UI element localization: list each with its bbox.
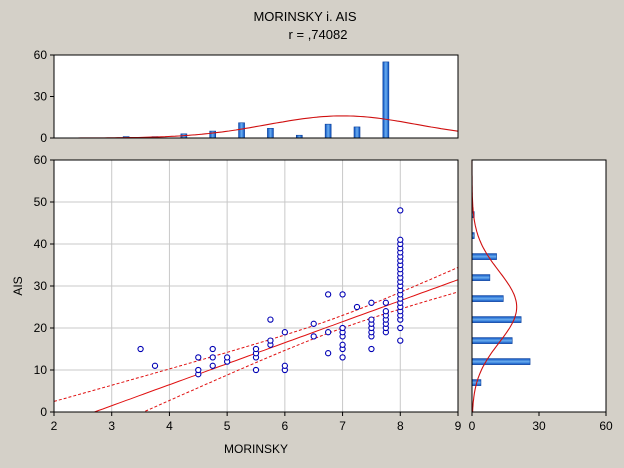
top-histogram-bar xyxy=(267,128,274,139)
top-histogram-plot-area xyxy=(54,55,458,138)
scatter-point xyxy=(368,299,375,306)
scatter-point xyxy=(281,329,289,336)
top-histogram-bar xyxy=(209,130,217,139)
top-histogram-bar xyxy=(238,122,245,139)
scatter-point xyxy=(151,362,159,369)
right-histogram-plot-area xyxy=(472,160,606,412)
y-tick-label: 20 xyxy=(34,321,48,335)
y-tick-label: 0 xyxy=(40,405,47,419)
y-tick-label: 40 xyxy=(34,237,48,251)
scatter-point xyxy=(382,308,390,315)
right-hist-x-tick-label: 30 xyxy=(532,419,546,433)
scatter-point xyxy=(324,329,332,336)
right-normal-curve xyxy=(471,160,518,413)
scatter-point xyxy=(339,341,346,348)
scatter-point xyxy=(339,354,346,361)
scatter-point xyxy=(252,345,260,353)
scatter-point xyxy=(368,316,375,323)
chart-subtitle: r = ,74082 xyxy=(289,27,348,42)
right-histogram-bar xyxy=(471,295,504,302)
scatter-point xyxy=(397,324,404,332)
scatter-point xyxy=(281,362,289,369)
scatter-point xyxy=(310,320,317,327)
scatter-point xyxy=(195,354,202,361)
right-histogram-bar xyxy=(471,253,497,260)
y-tick-label: 10 xyxy=(34,363,48,377)
confidence-band-upper xyxy=(54,266,458,402)
y-tick-label: 30 xyxy=(34,279,48,293)
x-tick-label: 4 xyxy=(166,419,173,433)
scatter-point xyxy=(397,207,404,214)
scatter-point xyxy=(368,345,375,353)
x-tick-label: 3 xyxy=(108,419,115,433)
y-axis-label: AIS xyxy=(11,276,25,295)
scatter-point xyxy=(324,291,332,298)
scatter-point xyxy=(252,366,260,374)
top-histogram-bar xyxy=(353,126,361,139)
right-hist-x-tick-label: 60 xyxy=(599,419,613,433)
right-hist-x-tick-label: 0 xyxy=(469,419,476,433)
scatter-points xyxy=(137,207,404,378)
scatter-point xyxy=(209,362,216,369)
right-histogram-bar xyxy=(471,337,513,344)
x-tick-label: 2 xyxy=(51,419,58,433)
confidence-band-lower xyxy=(142,291,458,412)
top-histogram-bar xyxy=(382,61,390,139)
scatter-point xyxy=(195,366,202,374)
x-tick-label: 9 xyxy=(455,419,462,433)
scatter-point xyxy=(137,345,144,353)
y-tick-label: 50 xyxy=(34,195,48,209)
x-tick-label: 5 xyxy=(224,419,231,433)
top-histogram-bar xyxy=(324,123,332,139)
scatter-point xyxy=(223,354,231,361)
y-tick-label: 60 xyxy=(34,153,48,167)
x-tick-label: 8 xyxy=(397,419,404,433)
scatter-point xyxy=(310,333,317,340)
x-tick-label: 7 xyxy=(339,419,346,433)
top-hist-y-tick-label: 60 xyxy=(34,48,48,62)
x-axis-label: MORINSKY xyxy=(224,442,288,456)
scatter-point xyxy=(339,291,346,298)
top-histogram-bars xyxy=(122,61,390,139)
scatter-point xyxy=(382,299,390,306)
right-histogram-bar xyxy=(471,274,491,281)
scatter-point xyxy=(209,345,216,353)
scatter-point xyxy=(353,303,361,311)
top-hist-y-tick-label: 30 xyxy=(34,90,48,104)
scatter-point xyxy=(267,337,274,344)
chart-title: MORINSKY i. AIS xyxy=(253,9,356,24)
right-histogram-bar xyxy=(471,358,531,365)
scatter-point xyxy=(397,236,404,243)
top-hist-y-tick-label: 0 xyxy=(40,131,47,145)
x-tick-label: 6 xyxy=(282,419,289,433)
scatter-point xyxy=(324,350,332,357)
scatter-point xyxy=(397,337,404,344)
scatter-point xyxy=(267,316,274,323)
scatter-point xyxy=(209,354,216,361)
scatter-point xyxy=(339,324,346,332)
